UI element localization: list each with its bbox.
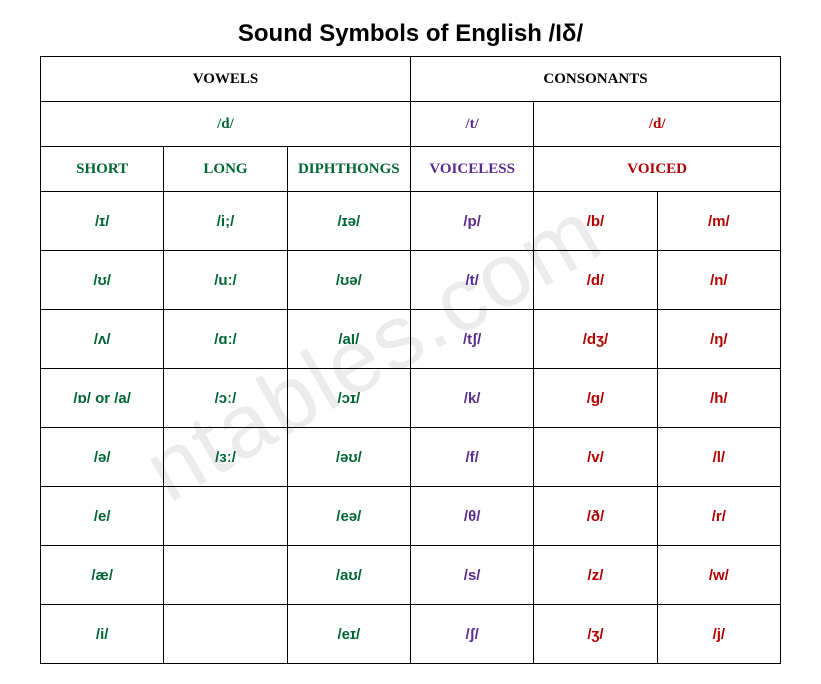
- header-cons-sub-right: /d/: [534, 102, 781, 147]
- table-row: /æ/ /aʊ/ /s/ /z/ /w/: [41, 546, 781, 605]
- cell-voiced1: /ʒ/: [534, 605, 657, 664]
- cell-voiceless: /f/: [410, 428, 533, 487]
- cell-short: /i/: [41, 605, 164, 664]
- cell-diph: /əʊ/: [287, 428, 410, 487]
- cell-short: /ɪ/: [41, 192, 164, 251]
- cell-voiceless: /s/: [410, 546, 533, 605]
- cell-voiced2: /w/: [657, 546, 780, 605]
- cell-voiced1: /d/: [534, 251, 657, 310]
- cell-voiceless: /ʃ/: [410, 605, 533, 664]
- col-diph: DIPHTHONGS: [287, 147, 410, 192]
- cell-long: /ɑː/: [164, 310, 287, 369]
- table-row: /ə/ /ɜː/ /əʊ/ /f/ /v/ /l/: [41, 428, 781, 487]
- cell-voiced1: /b/: [534, 192, 657, 251]
- cell-diph: /ɪə/: [287, 192, 410, 251]
- cell-long: [164, 546, 287, 605]
- cell-voiced2: /m/: [657, 192, 780, 251]
- cell-diph: /ɔɪ/: [287, 369, 410, 428]
- header-row-1: VOWELS CONSONANTS: [41, 57, 781, 102]
- table-row: /ʊ/ /uː/ /ʊə/ /t/ /d/ /n/: [41, 251, 781, 310]
- header-vowels: VOWELS: [41, 57, 411, 102]
- col-short: SHORT: [41, 147, 164, 192]
- cell-voiced2: /ŋ/: [657, 310, 780, 369]
- cell-voiced1: /dʒ/: [534, 310, 657, 369]
- cell-voiced2: /n/: [657, 251, 780, 310]
- col-voiced: VOICED: [534, 147, 781, 192]
- cell-voiced2: /r/: [657, 487, 780, 546]
- col-voiceless: VOICELESS: [410, 147, 533, 192]
- cell-short: /ʌ/: [41, 310, 164, 369]
- cell-short: /ɒ/ or /a/: [41, 369, 164, 428]
- header-cons-sub-left: /t/: [410, 102, 533, 147]
- cell-voiced1: /g/: [534, 369, 657, 428]
- cell-short: /ə/: [41, 428, 164, 487]
- phonetic-table: VOWELS CONSONANTS /d/ /t/ /d/ SHORT LONG…: [40, 56, 781, 664]
- table-row: /ɒ/ or /a/ /ɔː/ /ɔɪ/ /k/ /g/ /h/: [41, 369, 781, 428]
- cell-long: /ɜː/: [164, 428, 287, 487]
- cell-diph: /ʊə/: [287, 251, 410, 310]
- cell-voiced1: /ð/: [534, 487, 657, 546]
- cell-diph: /aʊ/: [287, 546, 410, 605]
- header-row-2: /d/ /t/ /d/: [41, 102, 781, 147]
- table-row: /e/ /eə/ /θ/ /ð/ /r/: [41, 487, 781, 546]
- cell-voiceless: /t/: [410, 251, 533, 310]
- cell-long: /uː/: [164, 251, 287, 310]
- cell-long: /ɔː/: [164, 369, 287, 428]
- cell-diph: /aI/: [287, 310, 410, 369]
- cell-voiceless: /k/: [410, 369, 533, 428]
- cell-voiceless: /θ/: [410, 487, 533, 546]
- header-row-3: SHORT LONG DIPHTHONGS VOICELESS VOICED: [41, 147, 781, 192]
- cell-long: /i;/: [164, 192, 287, 251]
- cell-short: /ʊ/: [41, 251, 164, 310]
- page-title: Sound Symbols of English /Iδ/: [40, 20, 781, 48]
- header-consonants: CONSONANTS: [410, 57, 780, 102]
- table-row: /ʌ/ /ɑː/ /aI/ /tʃ/ /dʒ/ /ŋ/: [41, 310, 781, 369]
- col-long: LONG: [164, 147, 287, 192]
- cell-diph: /eə/: [287, 487, 410, 546]
- cell-voiceless: /tʃ/: [410, 310, 533, 369]
- cell-voiced2: /j/: [657, 605, 780, 664]
- cell-voiced1: /z/: [534, 546, 657, 605]
- cell-short: /æ/: [41, 546, 164, 605]
- cell-long: [164, 605, 287, 664]
- cell-long: [164, 487, 287, 546]
- cell-short: /e/: [41, 487, 164, 546]
- table-row: /i/ /eɪ/ /ʃ/ /ʒ/ /j/: [41, 605, 781, 664]
- cell-voiced1: /v/: [534, 428, 657, 487]
- cell-voiceless: /p/: [410, 192, 533, 251]
- cell-voiced2: /l/: [657, 428, 780, 487]
- header-vowel-sub: /d/: [41, 102, 411, 147]
- cell-voiced2: /h/: [657, 369, 780, 428]
- cell-diph: /eɪ/: [287, 605, 410, 664]
- table-row: /ɪ/ /i;/ /ɪə/ /p/ /b/ /m/: [41, 192, 781, 251]
